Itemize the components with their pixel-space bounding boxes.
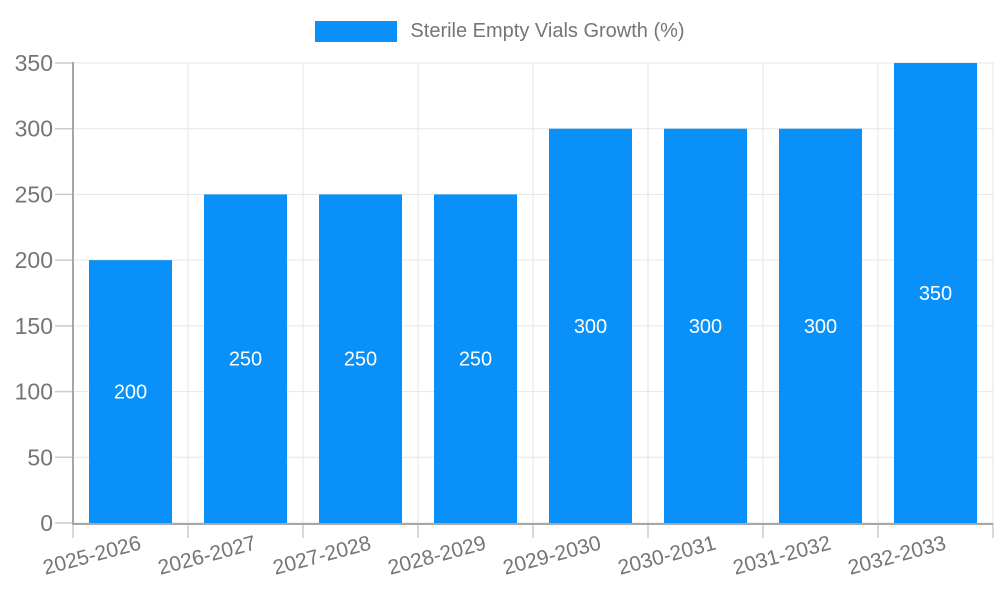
bar-2029-2030[interactable] [549,128,632,523]
vertical-gridlines [187,63,994,523]
x-axis-label: 2025-2026 [41,532,144,580]
bar-2025-2026[interactable] [89,260,172,523]
bar-2027-2028[interactable] [319,194,402,523]
chart-legend[interactable]: Sterile Empty Vials Growth (%) [0,20,1000,43]
bar-value-label: 250 [344,349,377,371]
x-axis-labels: 2025-2026 2026-2027 2027-2028 2028-2029 2029… [41,532,949,580]
bar-2026-2027[interactable] [204,194,287,523]
axis-lines [72,62,993,525]
bar-2032-2033[interactable] [894,63,977,523]
legend-swatch [315,21,398,42]
legend-label: Sterile Empty Vials Growth (%) [410,20,685,42]
bar-2030-2031[interactable] [664,128,747,523]
y-axis-label: 50 [27,444,53,470]
bar-value-label: 200 [114,382,147,404]
bar-value-label: 300 [574,316,607,338]
y-axis-label: 300 [15,116,53,142]
x-axis-label: 2030-2031 [616,532,719,580]
x-axis-label: 2029-2030 [501,532,604,580]
y-axis-label: 100 [15,379,53,405]
y-axis-label: 200 [15,247,53,273]
x-axis-label: 2027-2028 [271,532,374,580]
x-tick-marks [72,523,994,538]
x-axis-label: 2028-2029 [386,532,489,580]
bar-value-label: 300 [804,316,837,338]
bar-2028-2029[interactable] [434,194,517,523]
y-axis-label: 250 [15,181,53,207]
bar-value-labels: 200 250 250 250 300 300 300 350 [114,283,952,404]
y-axis-label: 350 [15,50,53,76]
bars [89,63,977,523]
bar-value-label: 250 [229,349,262,371]
y-axis-label: 0 [40,510,53,536]
x-axis-label: 2031-2032 [731,532,834,580]
x-axis-label: 2026-2027 [156,532,259,580]
bar-2031-2032[interactable] [779,128,862,523]
y-axis-label: 150 [15,313,53,339]
y-axis-labels: 0 50 100 150 200 250 300 350 [15,50,53,536]
x-axis-label: 2032-2033 [846,532,949,580]
y-tick-marks [55,62,73,524]
bar-value-label: 250 [459,349,492,371]
bar-value-label: 350 [919,283,952,305]
bar-value-label: 300 [689,316,722,338]
